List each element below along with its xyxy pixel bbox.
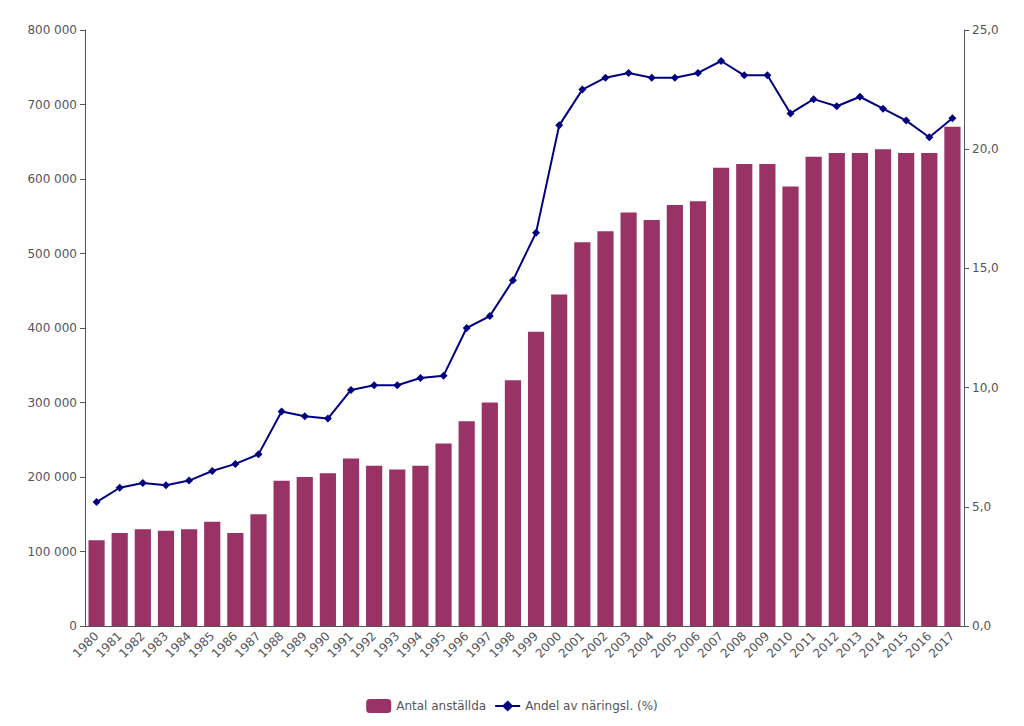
svg-text:1982: 1982 xyxy=(116,629,147,660)
svg-text:500 000: 500 000 xyxy=(27,247,77,261)
svg-text:0: 0 xyxy=(69,619,77,633)
svg-text:10,0: 10,0 xyxy=(972,381,999,395)
svg-text:1992: 1992 xyxy=(348,629,379,660)
svg-text:1993: 1993 xyxy=(371,629,402,660)
svg-text:800 000: 800 000 xyxy=(27,23,77,37)
svg-text:15,0: 15,0 xyxy=(972,261,999,275)
svg-text:25,0: 25,0 xyxy=(972,23,999,37)
svg-text:1996: 1996 xyxy=(440,629,471,660)
svg-text:2007: 2007 xyxy=(695,629,726,660)
svg-text:1985: 1985 xyxy=(186,629,217,660)
svg-text:2013: 2013 xyxy=(833,629,864,660)
svg-text:2006: 2006 xyxy=(671,629,702,660)
svg-text:400 000: 400 000 xyxy=(27,321,77,335)
svg-text:2011: 2011 xyxy=(787,629,818,660)
svg-text:300 000: 300 000 xyxy=(27,396,77,410)
svg-text:700 000: 700 000 xyxy=(27,98,77,112)
svg-text:1995: 1995 xyxy=(417,629,448,660)
svg-text:600 000: 600 000 xyxy=(27,172,77,186)
svg-text:2014: 2014 xyxy=(857,629,888,660)
svg-text:1991: 1991 xyxy=(324,629,355,660)
svg-text:2004: 2004 xyxy=(625,629,656,660)
svg-text:2012: 2012 xyxy=(810,629,841,660)
svg-text:1986: 1986 xyxy=(209,629,240,660)
svg-text:20,0: 20,0 xyxy=(972,142,999,156)
svg-text:0,0: 0,0 xyxy=(972,619,991,633)
svg-text:1997: 1997 xyxy=(463,629,494,660)
svg-text:2003: 2003 xyxy=(602,629,633,660)
svg-text:1988: 1988 xyxy=(255,629,286,660)
svg-text:2000: 2000 xyxy=(533,629,564,660)
svg-text:1981: 1981 xyxy=(93,629,124,660)
svg-text:1984: 1984 xyxy=(163,629,194,660)
svg-text:2017: 2017 xyxy=(926,629,957,660)
svg-text:200 000: 200 000 xyxy=(27,470,77,484)
svg-text:2009: 2009 xyxy=(741,629,772,660)
svg-text:2015: 2015 xyxy=(880,629,911,660)
svg-text:1980: 1980 xyxy=(70,629,101,660)
svg-text:1999: 1999 xyxy=(510,629,541,660)
svg-text:2010: 2010 xyxy=(764,629,795,660)
svg-text:1983: 1983 xyxy=(139,629,170,660)
svg-text:100 000: 100 000 xyxy=(27,545,77,559)
svg-text:2005: 2005 xyxy=(648,629,679,660)
svg-text:2001: 2001 xyxy=(556,629,587,660)
svg-text:1989: 1989 xyxy=(278,629,309,660)
svg-text:2002: 2002 xyxy=(579,629,610,660)
svg-text:Antal anställda: Antal anställda xyxy=(396,699,486,713)
svg-text:1990: 1990 xyxy=(301,629,332,660)
svg-text:1994: 1994 xyxy=(394,629,425,660)
svg-text:1987: 1987 xyxy=(232,629,263,660)
svg-text:2008: 2008 xyxy=(718,629,749,660)
svg-text:5,0: 5,0 xyxy=(972,500,991,514)
svg-text:1998: 1998 xyxy=(486,629,517,660)
svg-text:2016: 2016 xyxy=(903,629,934,660)
svg-text:Andel av näringsl. (%): Andel av näringsl. (%) xyxy=(525,699,658,713)
